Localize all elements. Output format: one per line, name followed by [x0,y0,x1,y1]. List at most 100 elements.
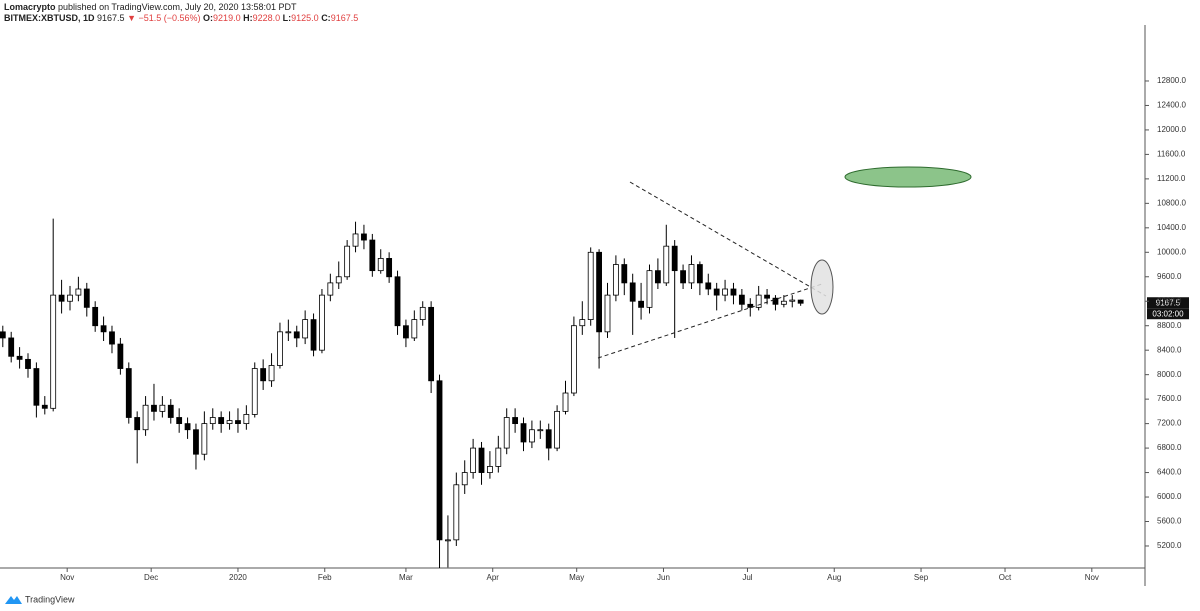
y-tick-label: 5200.0 [1157,541,1182,550]
candle-body [302,319,309,339]
candle-body [319,294,325,351]
candle-body [436,380,443,541]
y-tick-label: 12000.0 [1157,125,1186,134]
candle-body [151,404,157,412]
candle-body [487,466,493,473]
candle-body [83,288,90,308]
candle-body [696,264,703,284]
candle-body [470,447,477,473]
countdown-bg [1147,308,1189,320]
candle-body [722,288,728,296]
candle-body [755,294,762,308]
last-price: 9167.5 [97,13,125,23]
candle-body [109,331,115,345]
y-tick-label: 10400.0 [1157,223,1186,232]
candle-body [50,294,57,409]
l-label: L: [283,13,292,23]
candle-body [621,264,628,284]
header-line: Lomacrypto published on TradingView.com,… [4,2,297,12]
c-label: C: [321,13,331,23]
candle-body [789,299,796,302]
y-tick-label: 9600.0 [1157,272,1182,281]
x-tick-label: Nov [1085,573,1099,582]
candle-body [226,420,233,425]
candle-body [495,447,502,467]
y-tick-label: 12800.0 [1157,76,1186,85]
candle-body [0,331,6,339]
candle-body [478,447,485,473]
candle-body [629,282,636,302]
candle-body [394,276,401,327]
candle-body [58,294,65,302]
candle-body [16,355,23,360]
y-tick-label: 5600.0 [1157,517,1182,526]
x-tick-label: Nov [60,573,74,582]
candle-body [218,417,225,425]
candle-body [159,404,166,412]
y-tick-label: 10800.0 [1157,198,1186,207]
candle-body [377,258,384,272]
candle-body [529,429,535,443]
candle-body [92,306,99,327]
x-tick-label: Apr [486,573,499,582]
candle-body [277,331,283,366]
candle-body [730,288,737,296]
candle-body [520,423,527,443]
candle-body [654,270,661,284]
candle-body [251,368,258,415]
x-tick-label: Oct [999,573,1012,582]
candle-body [612,264,619,296]
candle-body [369,239,376,272]
x-tick-label: May [569,573,584,582]
footer: TradingView [5,594,75,604]
candle-body [587,251,594,320]
candle-body [428,306,435,382]
countdown: 03:02:00 [1152,309,1184,318]
candle-body [596,251,602,333]
candle-body [403,325,409,339]
last-price-tag: 9167.5 [1156,298,1181,307]
logo [5,596,22,604]
candle-body [638,300,644,308]
candle-body [419,306,426,320]
symbol-line: BITMEX:XBTUSD, 1D 9167.5 ▼ −51.5 (−0.56%… [4,13,358,23]
candle-body [780,300,787,305]
h-label: H: [243,13,253,23]
candle-body [562,392,569,412]
price-tag: 9167.5 03:02:00 [1147,297,1189,320]
symbol: BITMEX:XBTUSD, 1D [4,13,95,23]
y-tick-label: 6800.0 [1157,443,1182,452]
candle-body [201,423,208,455]
l-value: 9125.0 [291,13,319,23]
candle-body [125,368,132,418]
candle-body [310,319,317,351]
candle-body [738,294,745,305]
author: Lomacrypto [4,2,56,12]
candle-body [335,276,342,284]
candle-body [75,288,82,296]
candle-body [445,539,451,542]
candle-body [8,337,15,357]
candle-body [209,417,216,425]
candle-body [184,423,191,431]
candle-body [176,417,183,425]
candle-body [142,404,149,431]
candle-body [705,282,712,290]
candle-body [260,368,267,382]
candle-body [747,303,754,308]
candle-body [167,404,174,418]
candle-body [453,484,460,541]
y-tick-label: 10000.0 [1157,247,1186,256]
candle-body [512,417,519,425]
y-tick-label: 6400.0 [1157,468,1182,477]
candle-body [67,294,73,302]
candle-body [100,325,107,333]
x-tick-label: Jun [657,573,670,582]
h-value: 9228.0 [253,13,281,23]
x-tick-label: 2020 [229,573,247,582]
change: ▼ −51.5 (−0.56%) [127,13,200,23]
candle-body [293,331,300,339]
candle-body [327,282,334,296]
candle-body [33,368,40,406]
